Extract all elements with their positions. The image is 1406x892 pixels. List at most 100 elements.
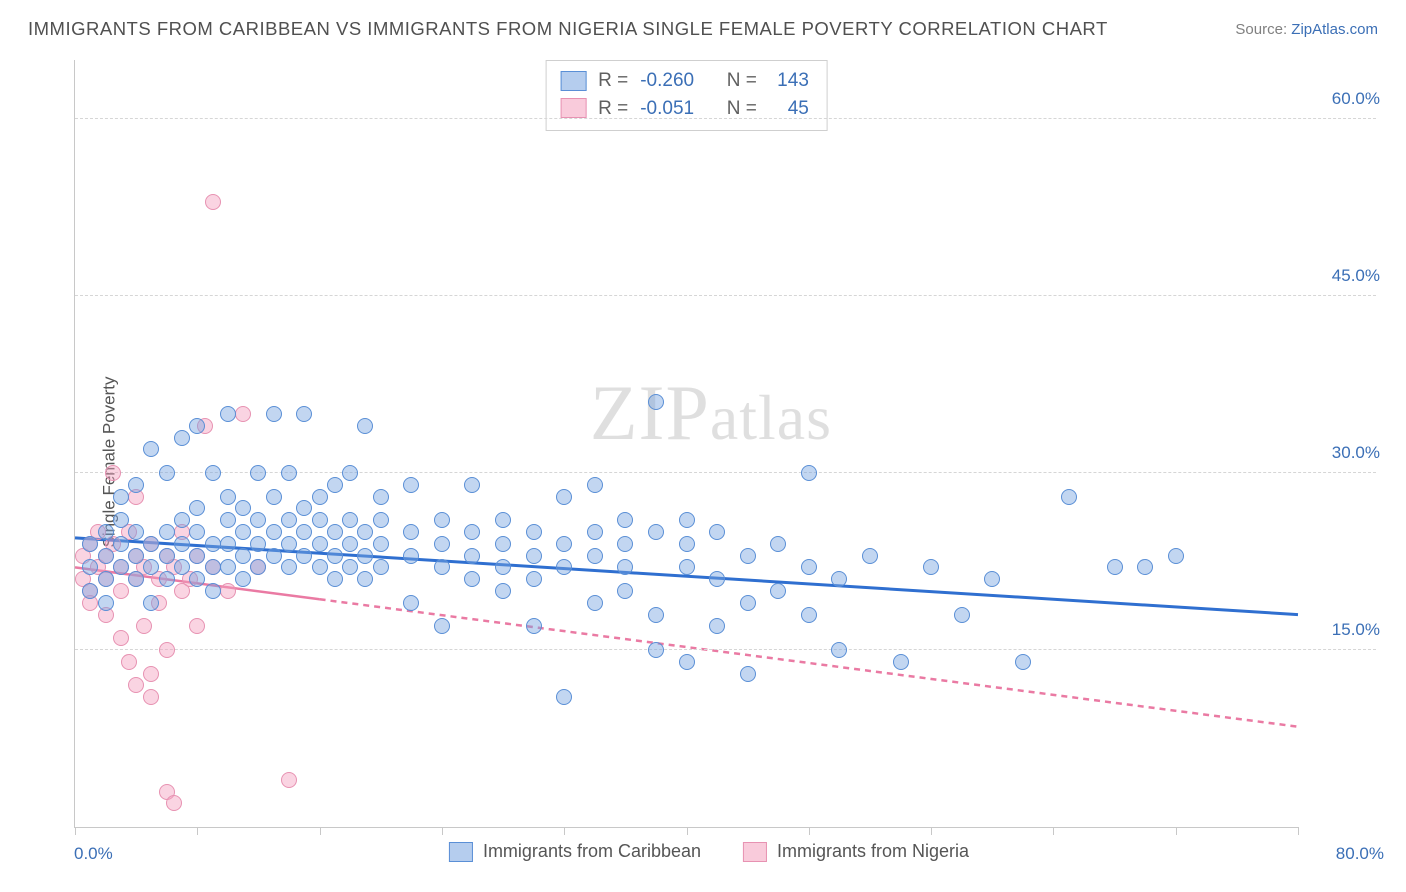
scatter-point xyxy=(679,512,695,528)
gridline xyxy=(75,295,1376,296)
scatter-point xyxy=(403,477,419,493)
scatter-point xyxy=(327,524,343,540)
legend-swatch xyxy=(743,842,767,862)
scatter-point xyxy=(205,583,221,599)
x-axis-max-label: 80.0% xyxy=(1336,844,1384,864)
scatter-point xyxy=(113,583,129,599)
scatter-point xyxy=(342,512,358,528)
scatter-point xyxy=(281,512,297,528)
scatter-point xyxy=(587,548,603,564)
x-tick xyxy=(1053,827,1054,835)
scatter-point xyxy=(831,571,847,587)
scatter-point xyxy=(220,559,236,575)
scatter-point xyxy=(801,559,817,575)
scatter-point xyxy=(954,607,970,623)
y-tick-label: 15.0% xyxy=(1332,620,1380,640)
scatter-point xyxy=(357,418,373,434)
scatter-point xyxy=(189,418,205,434)
scatter-point xyxy=(556,559,572,575)
scatter-point xyxy=(831,642,847,658)
scatter-point xyxy=(235,571,251,587)
scatter-point xyxy=(113,536,129,552)
scatter-point xyxy=(679,654,695,670)
scatter-point xyxy=(403,524,419,540)
scatter-point xyxy=(1107,559,1123,575)
scatter-point xyxy=(556,489,572,505)
scatter-point xyxy=(327,571,343,587)
scatter-point xyxy=(174,430,190,446)
scatter-point xyxy=(174,536,190,552)
scatter-point xyxy=(648,524,664,540)
scatter-point xyxy=(617,536,633,552)
scatter-point xyxy=(235,406,251,422)
x-tick xyxy=(687,827,688,835)
scatter-point xyxy=(1061,489,1077,505)
scatter-point xyxy=(250,559,266,575)
gridline xyxy=(75,472,1376,473)
scatter-point xyxy=(205,465,221,481)
scatter-point xyxy=(648,642,664,658)
stat-n-label: N = xyxy=(716,67,757,95)
scatter-point xyxy=(312,559,328,575)
scatter-point xyxy=(709,618,725,634)
scatter-point xyxy=(128,548,144,564)
scatter-point xyxy=(357,571,373,587)
x-tick xyxy=(75,827,76,835)
scatter-point xyxy=(495,536,511,552)
legend-item: Immigrants from Caribbean xyxy=(449,841,701,862)
scatter-point xyxy=(250,536,266,552)
scatter-point xyxy=(159,465,175,481)
scatter-point xyxy=(121,654,137,670)
scatter-point xyxy=(327,548,343,564)
scatter-point xyxy=(113,489,129,505)
scatter-point xyxy=(266,548,282,564)
scatter-point xyxy=(128,477,144,493)
scatter-point xyxy=(556,536,572,552)
scatter-point xyxy=(679,536,695,552)
scatter-point xyxy=(709,524,725,540)
scatter-point xyxy=(312,512,328,528)
scatter-point xyxy=(82,559,98,575)
scatter-point xyxy=(327,477,343,493)
scatter-point xyxy=(189,500,205,516)
chart-wrap: Single Female Poverty ZIPatlas R = -0.26… xyxy=(30,52,1388,872)
scatter-point xyxy=(373,559,389,575)
scatter-point xyxy=(526,524,542,540)
scatter-point xyxy=(679,559,695,575)
scatter-point xyxy=(98,524,114,540)
scatter-point xyxy=(495,583,511,599)
scatter-point xyxy=(143,666,159,682)
scatter-point xyxy=(617,583,633,599)
scatter-point xyxy=(266,406,282,422)
chart-header: IMMIGRANTS FROM CARIBBEAN VS IMMIGRANTS … xyxy=(0,0,1406,48)
stat-n-value: 143 xyxy=(769,67,809,95)
scatter-point xyxy=(526,571,542,587)
plot-area: ZIPatlas R = -0.260 N = 143R = -0.051 N … xyxy=(74,60,1298,828)
chart-title: IMMIGRANTS FROM CARIBBEAN VS IMMIGRANTS … xyxy=(28,18,1108,40)
scatter-point xyxy=(205,536,221,552)
y-tick-label: 60.0% xyxy=(1332,89,1380,109)
legend-swatch xyxy=(560,71,586,91)
scatter-point xyxy=(113,512,129,528)
y-tick-label: 30.0% xyxy=(1332,443,1380,463)
scatter-point xyxy=(128,571,144,587)
scatter-point xyxy=(250,512,266,528)
scatter-point xyxy=(82,536,98,552)
scatter-point xyxy=(984,571,1000,587)
bottom-legend: Immigrants from CaribbeanImmigrants from… xyxy=(449,841,969,862)
scatter-point xyxy=(205,194,221,210)
scatter-point xyxy=(434,512,450,528)
scatter-point xyxy=(434,618,450,634)
gridline xyxy=(75,649,1376,650)
scatter-point xyxy=(220,536,236,552)
scatter-point xyxy=(128,677,144,693)
scatter-point xyxy=(434,559,450,575)
scatter-point xyxy=(587,524,603,540)
x-tick xyxy=(564,827,565,835)
scatter-point xyxy=(136,618,152,634)
source-link[interactable]: ZipAtlas.com xyxy=(1291,21,1378,38)
scatter-point xyxy=(464,571,480,587)
stats-legend-box: R = -0.260 N = 143R = -0.051 N = 45 xyxy=(545,60,828,131)
scatter-point xyxy=(281,559,297,575)
scatter-point xyxy=(166,795,182,811)
